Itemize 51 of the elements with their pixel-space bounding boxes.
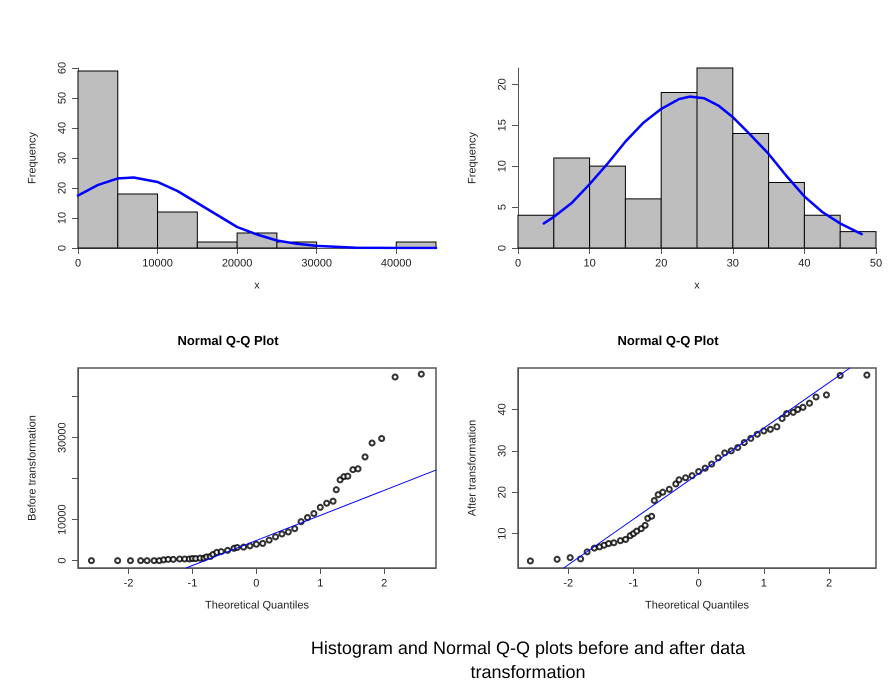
x-tick-label: 0 [253,578,260,590]
x-tick-label: 30 [726,258,739,270]
y-tick-label: 10 [56,212,68,224]
x-tick-label: -2 [563,578,574,590]
y-tick-label: 10000 [56,504,68,535]
x-tick-label: 20000 [222,258,252,270]
x-tick-label: 2 [381,578,388,590]
y-axis-title: Frequency [466,132,478,184]
y-axis-title: After transformation [466,420,478,516]
chart-title: Normal Q-Q Plot [617,333,720,348]
x-tick-label: 20 [655,258,668,270]
x-tick-label: -2 [124,578,134,590]
x-tick-label: -1 [188,578,198,590]
x-tick-label: 50 [870,258,882,270]
y-axis-title: Frequency [26,132,38,184]
x-axis-title: x [254,280,260,292]
x-tick-label: 40000 [380,258,412,270]
x-tick-label: 0 [74,258,82,270]
x-axis-title: Theoretical Quantiles [645,600,750,612]
y-tick-label: 60 [56,62,68,74]
y-tick-label: 0 [56,558,68,564]
x-axis-title: Theoretical Quantiles [205,600,310,612]
x-tick-label: 10 [583,258,596,270]
chart-title: Normal Q-Q Plot [177,333,280,348]
y-tick-label: 0 [56,244,68,252]
y-tick-label: 10 [496,160,508,172]
x-tick-label: 10000 [142,258,173,270]
y-tick-label: 30 [496,444,508,457]
y-tick-label: 40 [56,122,68,134]
y-tick-label: 40 [496,403,508,416]
x-tick-label: 0 [696,578,702,590]
x-tick-label: 40 [798,258,811,270]
y-tick-label: 5 [496,204,508,210]
y-tick-label: 30 [56,152,68,164]
x-tick-label: 1 [317,578,324,590]
x-tick-label: -1 [628,578,638,590]
x-tick-label: 1 [760,578,767,590]
x-tick-label: 2 [826,578,832,590]
y-tick-label: 15 [496,119,508,132]
x-tick-label: 0 [514,258,522,270]
text: Histogram and Normal Q-Q plots before and after data transformation [310,637,746,684]
y-tick-label: 20 [496,486,508,498]
x-axis-title: x [694,280,700,292]
y-tick-label: 50 [56,92,68,104]
y-axis-title: Before transformation [26,415,38,521]
y-tick-label: 0 [496,244,508,252]
y-tick-label: 30000 [56,422,68,453]
x-tick-label: 30000 [301,258,332,270]
y-tick-label: 20 [496,78,508,90]
y-tick-label: 20 [56,182,68,194]
y-tick-label: 10 [496,528,508,540]
